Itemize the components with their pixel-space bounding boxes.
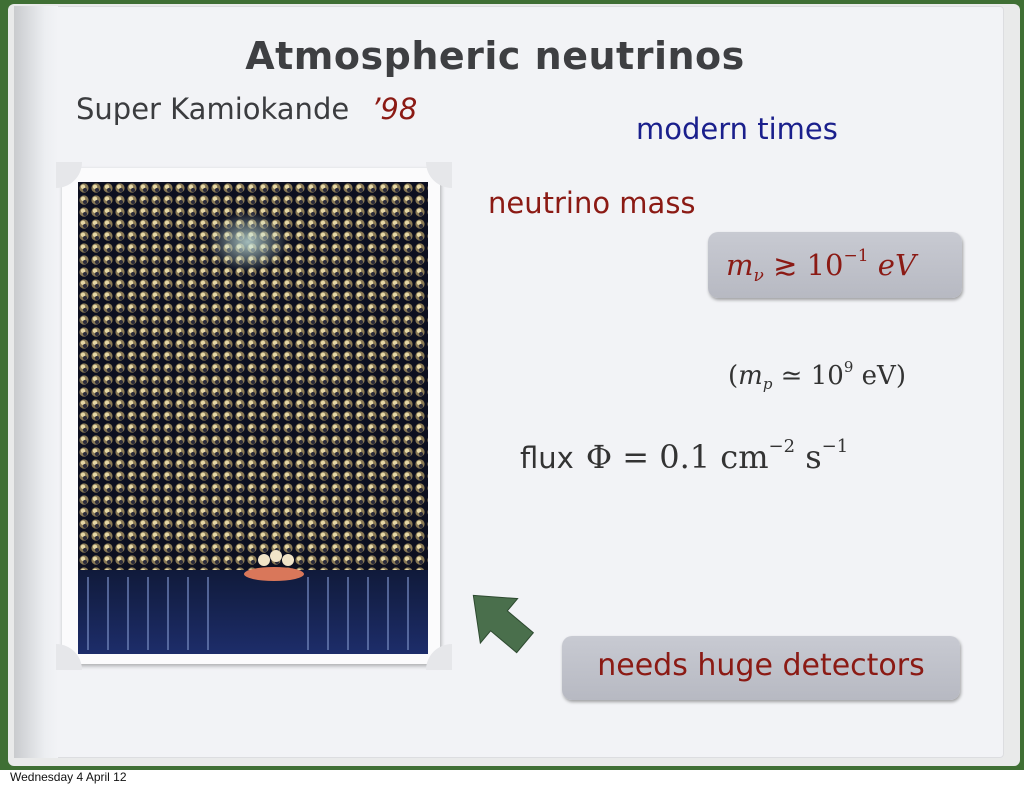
mass-subscript: ν: [753, 266, 764, 286]
subtitle: Super Kamiokande ’98: [76, 92, 417, 126]
mp-base: 10: [810, 361, 844, 391]
mass-unit: eV: [877, 248, 916, 282]
footer-date: Wednesday 4 April 12: [6, 770, 131, 784]
detector-photo: [78, 182, 428, 654]
super-kamiokande-image: [78, 182, 428, 654]
modern-times-label: modern times: [636, 112, 838, 146]
mass-symbol: m: [726, 248, 754, 282]
book-spine: [14, 6, 58, 758]
callout-text: needs huge detectors: [597, 648, 925, 683]
mass-exponent: −1: [843, 246, 869, 266]
mass-relation: ≳: [773, 248, 798, 282]
flux-label: flux: [520, 441, 574, 475]
neutrino-mass-label: neutrino mass: [488, 186, 696, 220]
mp-symbol: m: [738, 361, 763, 391]
mp-open: (: [728, 361, 739, 391]
slide-title: Atmospheric neutrinos: [245, 34, 745, 78]
subtitle-year: ’98: [371, 92, 418, 126]
mp-close: ): [895, 361, 906, 391]
proton-mass-note: (mp ≃ 109 eV): [728, 358, 906, 393]
flux-exponent-2: −1: [821, 436, 849, 457]
flux-exponent-1: −2: [768, 436, 796, 457]
flux-expression: Φ = 0.1 cm: [585, 438, 769, 476]
flux-unit-2: s: [795, 438, 822, 476]
callout-box: [562, 636, 960, 700]
mp-unit: eV: [853, 361, 896, 391]
flux-formula: flux Φ = 0.1 cm−2 s−1: [520, 436, 848, 476]
mp-exponent: 9: [843, 358, 854, 376]
mp-relation: ≃: [772, 361, 811, 391]
mp-subscript: p: [762, 375, 773, 393]
mass-base: 10: [806, 248, 844, 282]
mass-formula: mν ≳ 10−1 eV: [726, 246, 916, 286]
subtitle-text: Super Kamiokande: [76, 92, 350, 126]
pointer-arrow-icon: [472, 594, 534, 654]
mass-formula-box: [708, 232, 962, 298]
